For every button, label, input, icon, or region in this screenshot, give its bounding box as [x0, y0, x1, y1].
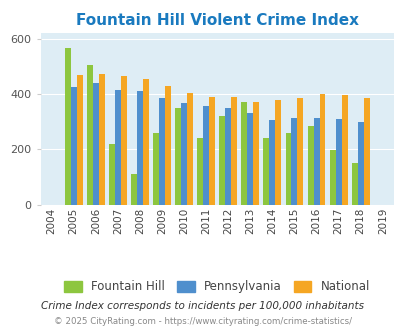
- Bar: [153, 133, 159, 205]
- Bar: [197, 138, 202, 205]
- Bar: [275, 100, 281, 205]
- Bar: [98, 74, 104, 205]
- Bar: [77, 75, 83, 205]
- Bar: [357, 121, 363, 205]
- Legend: Fountain Hill, Pennsylvania, National: Fountain Hill, Pennsylvania, National: [59, 276, 374, 298]
- Bar: [253, 102, 259, 205]
- Bar: [263, 138, 269, 205]
- Bar: [225, 108, 231, 205]
- Bar: [247, 113, 253, 205]
- Bar: [175, 108, 181, 205]
- Bar: [121, 76, 126, 205]
- Bar: [319, 94, 325, 205]
- Bar: [159, 98, 164, 205]
- Bar: [164, 85, 171, 205]
- Bar: [297, 98, 303, 205]
- Bar: [65, 48, 70, 205]
- Bar: [269, 120, 275, 205]
- Title: Fountain Hill Violent Crime Index: Fountain Hill Violent Crime Index: [75, 13, 358, 28]
- Bar: [241, 102, 247, 205]
- Text: © 2025 CityRating.com - https://www.cityrating.com/crime-statistics/: © 2025 CityRating.com - https://www.city…: [54, 317, 351, 326]
- Bar: [109, 144, 115, 205]
- Bar: [351, 163, 357, 205]
- Text: Crime Index corresponds to incidents per 100,000 inhabitants: Crime Index corresponds to incidents per…: [41, 301, 364, 311]
- Bar: [136, 91, 143, 205]
- Bar: [307, 126, 313, 205]
- Bar: [313, 118, 319, 205]
- Bar: [285, 133, 291, 205]
- Bar: [181, 103, 187, 205]
- Bar: [341, 95, 347, 205]
- Bar: [363, 98, 369, 205]
- Bar: [219, 116, 225, 205]
- Bar: [87, 65, 93, 205]
- Bar: [70, 87, 77, 205]
- Bar: [291, 118, 297, 205]
- Bar: [115, 90, 121, 205]
- Bar: [187, 92, 192, 205]
- Bar: [93, 83, 98, 205]
- Bar: [329, 150, 335, 205]
- Bar: [143, 79, 149, 205]
- Bar: [231, 97, 237, 205]
- Bar: [202, 106, 209, 205]
- Bar: [131, 174, 136, 205]
- Bar: [335, 119, 341, 205]
- Bar: [209, 97, 215, 205]
